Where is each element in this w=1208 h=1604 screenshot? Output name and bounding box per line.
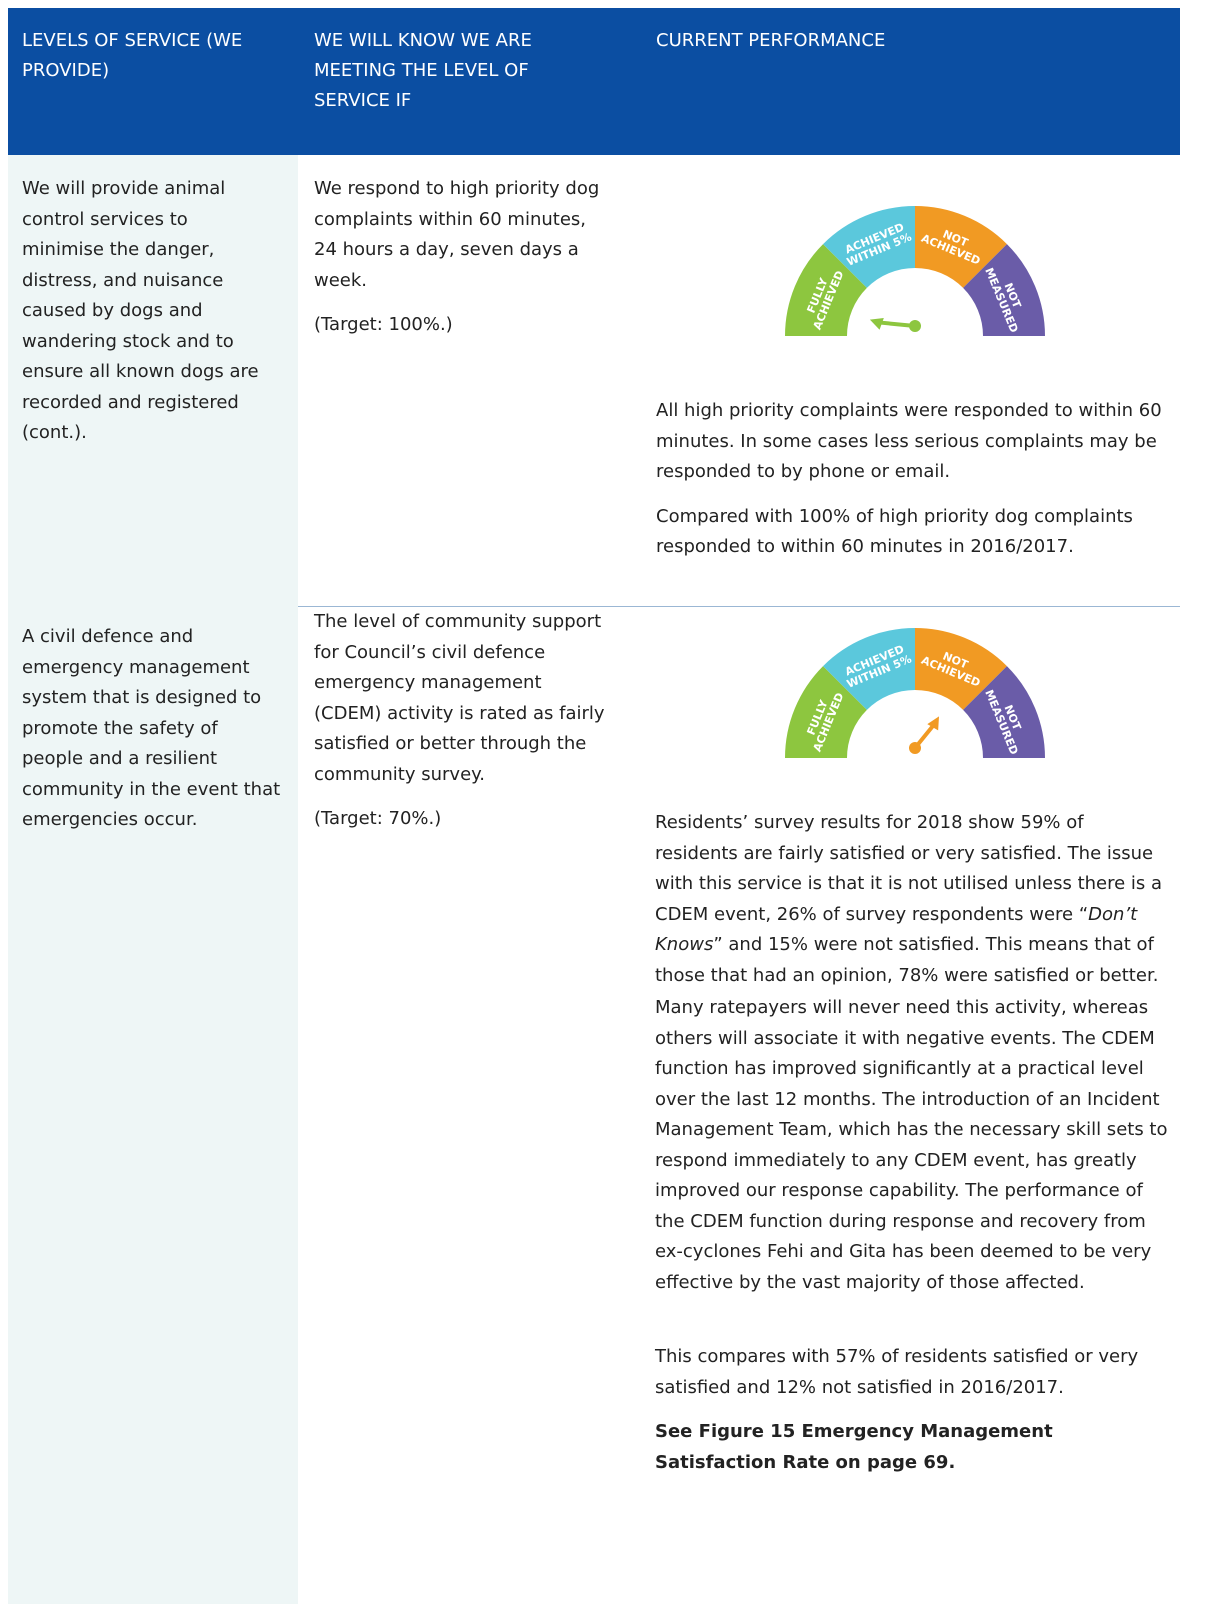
- gauge-segment: [963, 244, 1045, 336]
- gauge-needle-head: [927, 716, 939, 731]
- row-divider: [298, 606, 1180, 607]
- reference-text: See Figure 15 Emergency Management Satis…: [655, 1421, 1053, 1473]
- measure-text: The level of community support for Counc…: [314, 611, 605, 785]
- service-text: A civil defence and emergency management…: [22, 626, 281, 830]
- text-span: Residents’ survey results for 2018 show …: [655, 812, 1163, 925]
- gauge-segment: [823, 628, 915, 710]
- performance: All high priority complaints were respon…: [656, 396, 1166, 577]
- header-cell: WE WILL KNOW WE ARE MEETING THE LEVEL OF…: [314, 30, 532, 111]
- performance-text: Many ratepayers will never need this act…: [655, 997, 1168, 1293]
- header-cell: CURRENT PERFORMANCE: [656, 30, 886, 51]
- target-text: (Target: 100%.): [314, 314, 453, 335]
- performance: Residents’ survey results for 2018 show …: [655, 808, 1170, 1492]
- header-cell: LEVELS OF SERVICE (WE PROVIDE): [22, 30, 243, 81]
- text-span: ” and 15% were not satisfied. This means…: [655, 934, 1159, 986]
- gauge-segment: [963, 666, 1045, 758]
- gauge-segment: [915, 628, 1007, 710]
- gauge-segment: [915, 206, 1007, 288]
- gauge-hub: [909, 742, 921, 754]
- gauge-needle-head: [869, 318, 884, 330]
- target-text: (Target: 70%.): [314, 808, 442, 829]
- text-span: Don’t Knows: [655, 903, 1138, 956]
- column-background: [8, 155, 298, 1604]
- measure-text: We respond to high priority dog complain…: [314, 178, 600, 291]
- header-row: LEVELS OF SERVICE (WE PROVIDE) WE WILL K…: [8, 8, 1180, 155]
- gauge-segment: [785, 244, 867, 336]
- measure: The level of community support for Counc…: [314, 607, 614, 849]
- performance-text: This compares with 57% of residents sati…: [655, 1346, 1139, 1398]
- performance-text: Residents’ survey results for 2018 show …: [655, 808, 1170, 991]
- gauge-segment: [785, 666, 867, 758]
- gauge-hub: [909, 320, 921, 332]
- performance-text: All high priority complaints were respon…: [656, 400, 1162, 482]
- performance-text: Compared with 100% of high priority dog …: [656, 505, 1133, 558]
- gauge-needle: [877, 320, 916, 328]
- gauge-segment: [823, 206, 915, 288]
- service-text: We will provide animal control services …: [22, 178, 259, 443]
- measure: We respond to high priority dog complain…: [314, 174, 614, 355]
